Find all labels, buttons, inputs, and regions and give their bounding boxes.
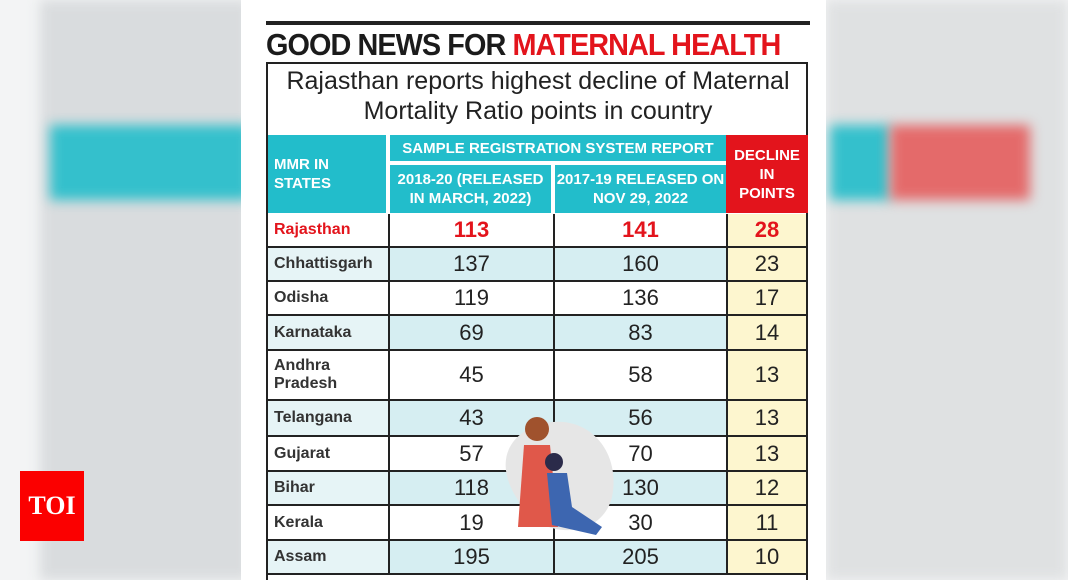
decline-points: 13 [728,437,808,472]
blurred-header-left [50,125,250,200]
decline-points: 12 [728,472,808,506]
decline-points: 14 [728,316,808,351]
mmr-2018-20: 119 [390,282,555,316]
state-name: Odisha [268,282,390,316]
mmr-2017-19: 58 [555,351,728,401]
state-name: Assam [268,541,390,575]
table-row: Rajasthan 113 141 28 [268,214,808,248]
toi-logo: TOI [20,471,84,541]
blurred-background-right [826,0,1068,580]
decline-points: 10 [728,541,808,575]
mmr-2017-19: 83 [555,316,728,351]
mmr-2018-20: 113 [390,214,555,248]
decline-points: 28 [728,214,808,248]
table-row: Karnataka 69 83 14 [268,316,808,351]
headline-black: GOOD NEWS FOR [266,27,513,62]
headline-red: MATERNAL HEALTH [512,27,781,62]
header-srs-group: SAMPLE REGISTRATION SYSTEM REPORT [390,135,726,163]
mother-head [525,417,549,441]
blurred-header-right [830,125,890,200]
mother-child-illustration [505,417,614,535]
state-name: Kerala [268,506,390,541]
mmr-2018-20: 45 [390,351,555,401]
child-body [547,473,602,535]
decline-points: 11 [728,506,808,541]
header-states: MMR IN STATES [268,135,388,213]
mmr-2018-20: 195 [390,541,555,575]
state-name: Gujarat [268,437,390,472]
mmr-2017-19: 160 [555,248,728,282]
state-name: Chhattisgarh [268,248,390,282]
state-name: Karnataka [268,316,390,351]
child-head [545,453,563,471]
decline-points: 23 [728,248,808,282]
header-2018-20: 2018-20 (RELEASED IN MARCH, 2022) [390,165,553,213]
decline-points: 13 [728,401,808,437]
decline-points: 13 [728,351,808,401]
table-row: Assam 195 205 10 [268,541,808,575]
decline-points: 17 [728,282,808,316]
blurred-red-header-right [890,125,1030,200]
subtitle: Rajasthan reports highest decline of Mat… [286,67,790,125]
state-name: Andhra Pradesh [268,351,390,401]
state-name: Telangana [268,401,390,437]
state-name: Bihar [268,472,390,506]
header-decline: DECLINE IN POINTS [726,135,808,213]
top-rule [266,21,810,25]
state-name: Rajasthan [268,214,390,248]
header-2017-19: 2017-19 RELEASED ON NOV 29, 2022 [555,165,726,213]
mmr-2018-20: 137 [390,248,555,282]
mmr-2017-19: 141 [555,214,728,248]
table-row: Chhattisgarh 137 160 23 [268,248,808,282]
table-row: Odisha 119 136 17 [268,282,808,316]
table-row: Andhra Pradesh 45 58 13 [268,351,808,401]
mmr-2017-19: 136 [555,282,728,316]
headline: GOOD NEWS FOR MATERNAL HEALTH [266,27,781,63]
mmr-2017-19: 205 [555,541,728,575]
mmr-2018-20: 69 [390,316,555,351]
